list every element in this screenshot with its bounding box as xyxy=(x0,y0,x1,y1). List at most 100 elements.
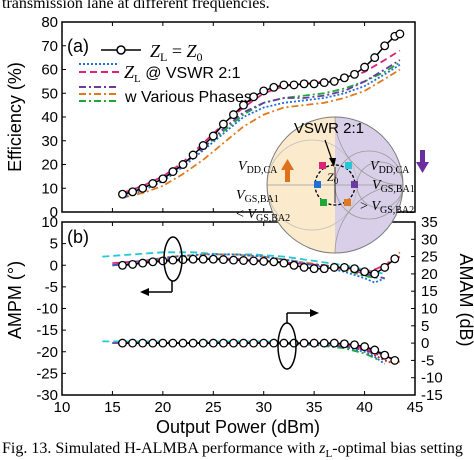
ampm-zl-z0-marker xyxy=(279,258,289,268)
ampm-zl-z0-marker xyxy=(309,264,319,274)
amam-zl-z0-marker xyxy=(339,339,349,349)
ampm-zl-z0-marker xyxy=(299,262,309,272)
ampm-arrow-head xyxy=(140,288,149,296)
right-vgs2-label: > VGS,BA2 xyxy=(360,199,414,216)
arrow-down-stem xyxy=(420,150,425,164)
panel-b: -30-25-20-15-10-50510-15-10-505101520253… xyxy=(5,214,474,437)
panel-b-y2-tick-label: 20 xyxy=(421,266,438,283)
efficiency-zl-z0-marker xyxy=(339,73,349,83)
vswr-point-green xyxy=(320,199,327,206)
right-vdd-label: VDD,CA xyxy=(370,159,410,176)
amam-zl-z0-marker xyxy=(229,338,238,348)
ampm-zl-z0-marker xyxy=(289,260,299,270)
amam-zl-z0-marker xyxy=(158,338,168,348)
arrow-down-icon xyxy=(416,162,429,173)
panel-b-y2-tick-label: 5 xyxy=(421,318,429,335)
amam-zl-z0-marker xyxy=(269,338,279,348)
ampm-zl-z0-marker xyxy=(339,262,349,272)
arrow-up-icon xyxy=(281,159,294,170)
amam-zl-z0-marker xyxy=(350,340,359,350)
efficiency-phase-orange-line xyxy=(122,68,401,199)
ampm-zl-z0-marker xyxy=(118,260,127,270)
vswr-point-orange xyxy=(344,199,351,206)
legend: ZL = Z0 ZL @ VSWR 2:1 w Various Phases xyxy=(79,41,252,106)
panel-b-label: (b) xyxy=(67,227,89,247)
efficiency-vswr-blue-line xyxy=(122,64,401,199)
efficiency-zl-z0-marker xyxy=(188,150,198,160)
amam-zl-z0-marker xyxy=(259,338,269,348)
ampm-zl-z0-marker xyxy=(198,254,208,264)
efficiency-zl-z0-marker xyxy=(269,82,279,92)
ampm-zl-z0-marker xyxy=(380,262,390,272)
panel-b-y-tick-label: -30 xyxy=(36,387,58,404)
legend-text-zl-z0: ZL = Z0 xyxy=(150,41,203,64)
amam-arrow-head xyxy=(310,309,319,317)
panel-b-x-tick-label: 45 xyxy=(407,399,424,416)
efficiency-zl-z0-marker xyxy=(319,78,329,88)
ampm-zl-z0-marker xyxy=(138,258,148,268)
panel-b-ylabel: AMPM (°) xyxy=(5,261,25,339)
amam-zl-z0-marker xyxy=(148,338,158,348)
arrow-up-stem xyxy=(285,168,290,182)
vswr-point-blue xyxy=(314,181,321,188)
right-vgs1-label: VGS,BA1 xyxy=(372,178,415,195)
amam-zl-z0-marker xyxy=(239,338,248,348)
smith-outer-circle xyxy=(266,116,404,254)
efficiency-zl-z0-marker xyxy=(158,174,168,184)
efficiency-zl-z0-marker xyxy=(198,141,208,150)
efficiency-zl-z0-marker xyxy=(138,183,148,193)
panel-b-y-tick-label: 5 xyxy=(50,236,58,253)
ampm-zl-z0-marker xyxy=(390,254,400,264)
ampm-zl-z0-marker xyxy=(158,256,168,266)
efficiency-zl-z0-marker xyxy=(259,86,269,96)
efficiency-zl-z0-marker xyxy=(279,80,289,90)
amam-zl-z0-marker xyxy=(198,338,208,348)
amam-zl-z0-marker xyxy=(249,338,259,348)
efficiency-zl-z0-marker xyxy=(168,167,178,177)
panel-b-y2-tick-label: 25 xyxy=(421,249,438,266)
amam-zl-z0-line xyxy=(122,342,396,362)
amam-zl-z0-marker xyxy=(128,338,138,348)
ampm-zl-z0-marker xyxy=(360,267,370,277)
panel-a-y-tick-label: 40 xyxy=(41,109,58,126)
panel-b-y-tick-label: -5 xyxy=(45,279,58,296)
efficiency-zl-z0-marker xyxy=(380,41,390,51)
ampm-zl-z0-marker xyxy=(208,254,218,264)
ampm-zl-z0-marker xyxy=(178,255,188,265)
x-axis-label: Output Power (dBm) xyxy=(156,417,320,437)
amam-zl-z0-marker xyxy=(218,338,228,348)
amam-zl-z0-marker xyxy=(329,338,339,348)
left-vdd-label: VDD,CA xyxy=(238,159,278,176)
ampm-phase-cyan-line xyxy=(102,251,385,275)
efficiency-zl-z0-marker xyxy=(395,29,405,39)
amam-zl-z0-marker xyxy=(319,338,329,348)
panel-b-y2-tick-label: 10 xyxy=(421,301,438,318)
ampm-zl-z0-marker xyxy=(218,255,228,265)
panel-b-x-tick-label: 10 xyxy=(54,399,71,416)
ampm-zl-z0-marker xyxy=(168,255,178,265)
efficiency-zl-z0-marker xyxy=(289,80,299,90)
ampm-zl-z0-marker xyxy=(370,269,380,279)
amam-zl-z0-marker xyxy=(370,345,380,355)
efficiency-zl-z0-marker xyxy=(329,76,339,86)
ampm-zl-z0-marker xyxy=(350,264,359,274)
efficiency-zl-z0-marker xyxy=(128,187,138,197)
panel-b-y-tick-label: -25 xyxy=(36,365,58,382)
panel-a-y-tick-label: 0 xyxy=(50,204,58,221)
efficiency-zl-z0-marker xyxy=(148,179,158,188)
panel-b-x-tick-label: 35 xyxy=(306,399,323,416)
panel-b-y2-tick-label: 30 xyxy=(421,231,438,248)
ampm-zl-z0-line xyxy=(122,258,396,275)
efficiency-zl-z0-marker xyxy=(370,53,380,63)
ampm-group-ellipse xyxy=(163,236,183,282)
panel-b-y2label: AMAM (dB) xyxy=(456,253,474,346)
panel-b-y-tick-label: -10 xyxy=(36,301,58,318)
efficiency-zl-z0-marker xyxy=(239,100,248,110)
panel-b-y-tick-label: -15 xyxy=(36,322,58,339)
panel-b-y2-tick-label: -10 xyxy=(421,370,443,387)
ampm-zl-z0-marker xyxy=(249,256,259,266)
efficiency-zl-z0-marker xyxy=(178,160,188,169)
amam-zl-z0-marker xyxy=(360,342,370,352)
panel-a-label: (a) xyxy=(67,36,89,56)
